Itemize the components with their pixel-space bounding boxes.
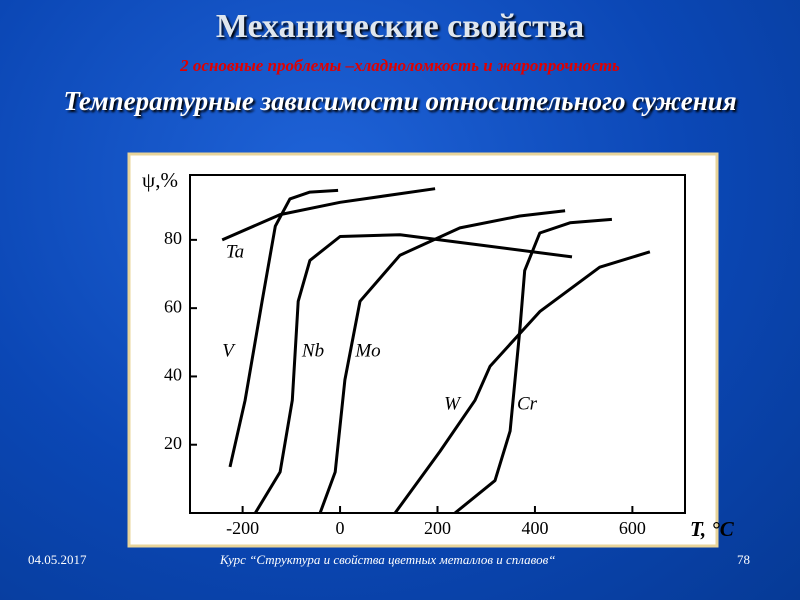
y-tick-label: 80 [164,228,182,248]
series-line [393,250,651,514]
chart-frame [127,152,719,548]
x-axis-label: T, °C [690,517,735,541]
x-tick-label: 0 [336,518,345,538]
y-tick-label: 60 [164,296,182,316]
slide-title: Механические свойства [215,8,585,45]
slide-subtitle: 2 основные проблемы –хладноломкость и жа… [180,56,620,75]
y-tick-label: 40 [164,365,182,385]
series-label: V [222,340,236,361]
x-tick-label: 600 [619,518,646,538]
footer-course: Курс “Структура и свойства цветных метал… [220,552,556,567]
series-label: Nb [301,340,324,361]
series-label: W [444,393,462,414]
series-line [318,209,566,514]
series-label: Ta [226,241,244,262]
x-tick-label: 200 [424,518,451,538]
series-label: Mo [354,340,380,361]
footer-date: 04.05.2017 [28,552,87,567]
y-axis-label: ψ,% [142,168,178,192]
series-line [228,188,339,468]
slide-number: 78 [737,552,750,567]
series-line [221,187,436,242]
series-line [454,217,613,515]
x-tick-label: 400 [521,518,548,538]
x-tick-label: -200 [226,518,259,538]
series-label: Cr [517,393,538,414]
y-tick-label: 20 [164,433,182,453]
series-line [254,233,573,514]
chart-title: Температурные зависимости относительного… [63,86,737,116]
